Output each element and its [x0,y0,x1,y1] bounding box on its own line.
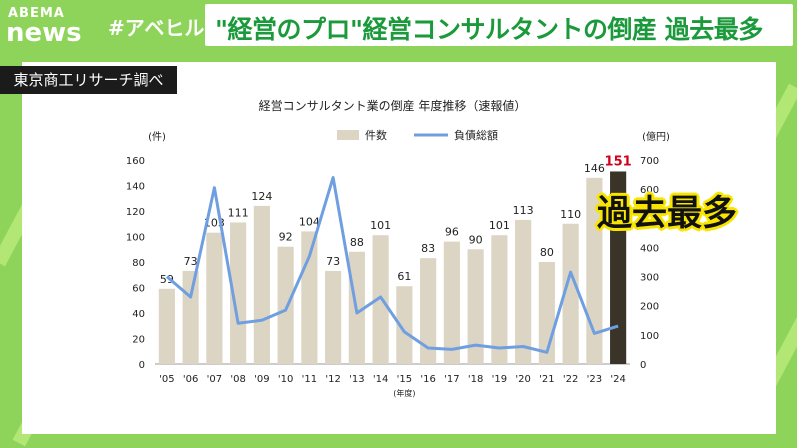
y2-axis-unit: (億円) [642,130,670,143]
headline-box: "経営のプロ"経営コンサルタントの倒産 過去最多 [205,4,793,46]
bar-value-label: 73 [326,255,340,268]
bar-value-label: 73 [184,255,198,268]
y-tick-label: 0 [139,360,145,371]
record-high-callout: 過去最多 [597,194,738,234]
y-tick-label: 80 [132,258,145,269]
x-tick-label: '14 [373,374,388,385]
logo-bottom-text: news [6,18,82,48]
x-tick-label: '18 [468,374,483,385]
bar [277,246,294,364]
bar [443,241,460,364]
x-tick-label: '20 [515,374,530,385]
x-tick-label: '22 [563,374,578,385]
bar [586,177,603,364]
x-tick-label: '17 [444,374,459,385]
x-tick-label: '09 [254,374,269,385]
bar-value-label: 61 [397,270,411,283]
bar [562,223,579,364]
legend-bar-label: 件数 [365,129,387,142]
y-tick-label: 60 [132,284,145,295]
x-tick-label: '13 [349,374,364,385]
bar-value-label: 113 [513,204,534,217]
bar [420,258,437,364]
bar-value-label: 111 [228,206,249,219]
y2-tick-label: 400 [640,243,659,254]
x-tick-label: '11 [302,374,317,385]
logo-top-text: ABEMA [8,6,65,21]
bar [491,235,508,364]
x-tick-label: '24 [610,374,625,385]
x-tick-label: '15 [397,374,412,385]
y-tick-label: 140 [126,182,145,193]
bar-value-label: 90 [469,233,483,246]
y-tick-label: 100 [126,233,145,244]
bar [182,270,199,364]
x-tick-label: '05 [159,374,174,385]
y2-tick-label: 200 [640,302,659,313]
bar-value-label: 146 [584,162,605,175]
x-tick-label: '16 [420,374,435,385]
x-tick-label: '07 [207,374,222,385]
y-tick-label: 160 [126,156,145,167]
bar-value-label: 80 [540,246,554,259]
y2-tick-label: 600 [640,185,659,196]
bar-value-label: 92 [279,231,293,244]
abema-news-logo: ABEMA news [6,4,102,48]
bar [158,288,175,364]
bar-value-label: 83 [421,242,435,255]
bar-value-label: 110 [560,208,581,221]
bar [230,222,247,364]
debt-total-line [165,176,619,354]
bar [515,219,532,364]
bar [325,270,342,364]
y2-tick-label: 100 [640,331,659,342]
bar-value-label: 59 [160,273,174,286]
bar-value-label: 96 [445,226,459,239]
bar [206,232,223,364]
bar-value-label: 151 [605,154,632,169]
top-bar: ABEMA news #アベヒル "経営のプロ"経営コンサルタントの倒産 過去最… [0,0,797,54]
y2-tick-label: 0 [640,360,646,371]
x-axis-unit: (年度) [393,388,415,398]
chart-title: 経営コンサルタント業の倒産 年度推移（速報値） [259,98,527,113]
x-tick-label: '23 [587,374,602,385]
bar-value-label: 88 [350,236,364,249]
y-axis-unit: (件) [148,131,166,143]
y2-tick-label: 700 [640,156,659,167]
y2-tick-label: 500 [640,214,659,225]
bar-line-chart: 経営コンサルタント業の倒産 年度推移（速報値） 件数 負債総額 (件) (億円) 0 20 4… [126,98,670,398]
x-tick-label: '06 [183,374,198,385]
x-tick-label: '12 [325,374,340,385]
legend-bar-swatch [337,130,359,140]
x-tick-label: '08 [230,374,245,385]
bar-value-label: 104 [299,215,320,228]
y-tick-label: 20 [132,335,145,346]
legend-line-label: 負債総額 [454,128,498,142]
bar-value-label: 124 [251,190,272,203]
hashtag-label: #アベヒル [108,16,205,40]
headline-text: "経営のプロ"経営コンサルタントの倒産 過去最多 [215,15,763,44]
source-label: 東京商工リサーチ調べ [0,66,177,94]
bar [467,249,484,364]
bar [396,286,413,364]
bar-value-label: 101 [489,219,510,232]
bar [253,205,270,364]
y2-tick-label: 300 [640,273,659,284]
y-tick-label: 120 [126,207,145,218]
chart-panel: 経営コンサルタント業の倒産 年度推移（速報値） 件数 負債総額 (件) (億円) 0 20 4… [22,62,776,434]
x-tick-label: '21 [539,374,554,385]
x-tick-label: '19 [492,374,507,385]
bar [610,171,627,364]
x-tick-label: '10 [278,374,293,385]
bar-value-label: 101 [370,219,391,232]
y-tick-label: 40 [132,309,145,320]
